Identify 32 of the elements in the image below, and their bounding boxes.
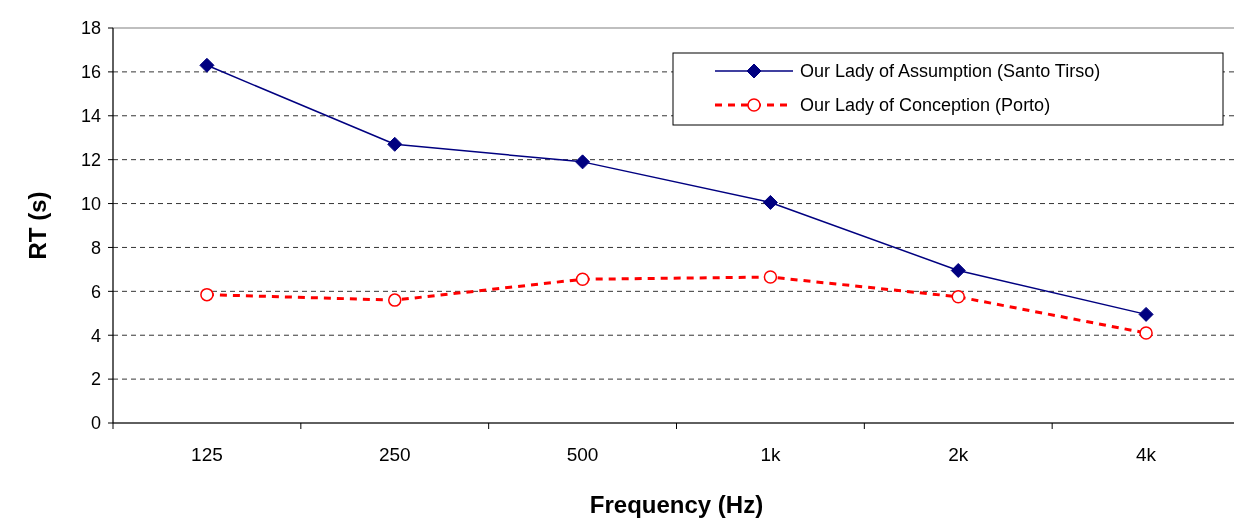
x-axis-title: Frequency (Hz)	[589, 491, 764, 518]
legend-label: Our Lady of Conception (Porto)	[800, 95, 1051, 116]
point	[1139, 326, 1153, 340]
y-tick-label: 12	[80, 149, 101, 170]
y-tick-label: 6	[90, 281, 101, 302]
point	[950, 262, 966, 278]
x-tick-label: 2k	[948, 444, 969, 465]
point	[762, 194, 778, 210]
y-tick-label: 14	[80, 106, 101, 127]
y-tick-label: 10	[80, 193, 101, 214]
point	[387, 136, 403, 152]
x-tick-label: 125	[191, 444, 223, 465]
point	[200, 287, 214, 302]
point	[199, 57, 215, 73]
y-tick-label: 2	[90, 369, 101, 390]
point	[388, 293, 402, 307]
legend-label: Our Lady of Assumption (Santo Tirso)	[800, 61, 1101, 82]
y-tick-label: 18	[80, 18, 101, 39]
y-tick-label: 8	[90, 237, 101, 258]
x-tick-label: 500	[566, 444, 599, 465]
x-tick-label: 250	[378, 444, 411, 465]
y-tick-label: 4	[90, 325, 101, 346]
point	[1138, 306, 1154, 322]
y-tick-label: 16	[80, 62, 101, 83]
point	[951, 290, 965, 304]
point	[575, 154, 591, 170]
y-axis-title: RT (s)	[24, 191, 51, 260]
x-tick-label: 4k	[1136, 444, 1157, 465]
point	[575, 272, 590, 287]
y-tick-label: 0	[90, 413, 101, 434]
x-tick-label: 1k	[760, 444, 781, 465]
point	[763, 270, 778, 284]
